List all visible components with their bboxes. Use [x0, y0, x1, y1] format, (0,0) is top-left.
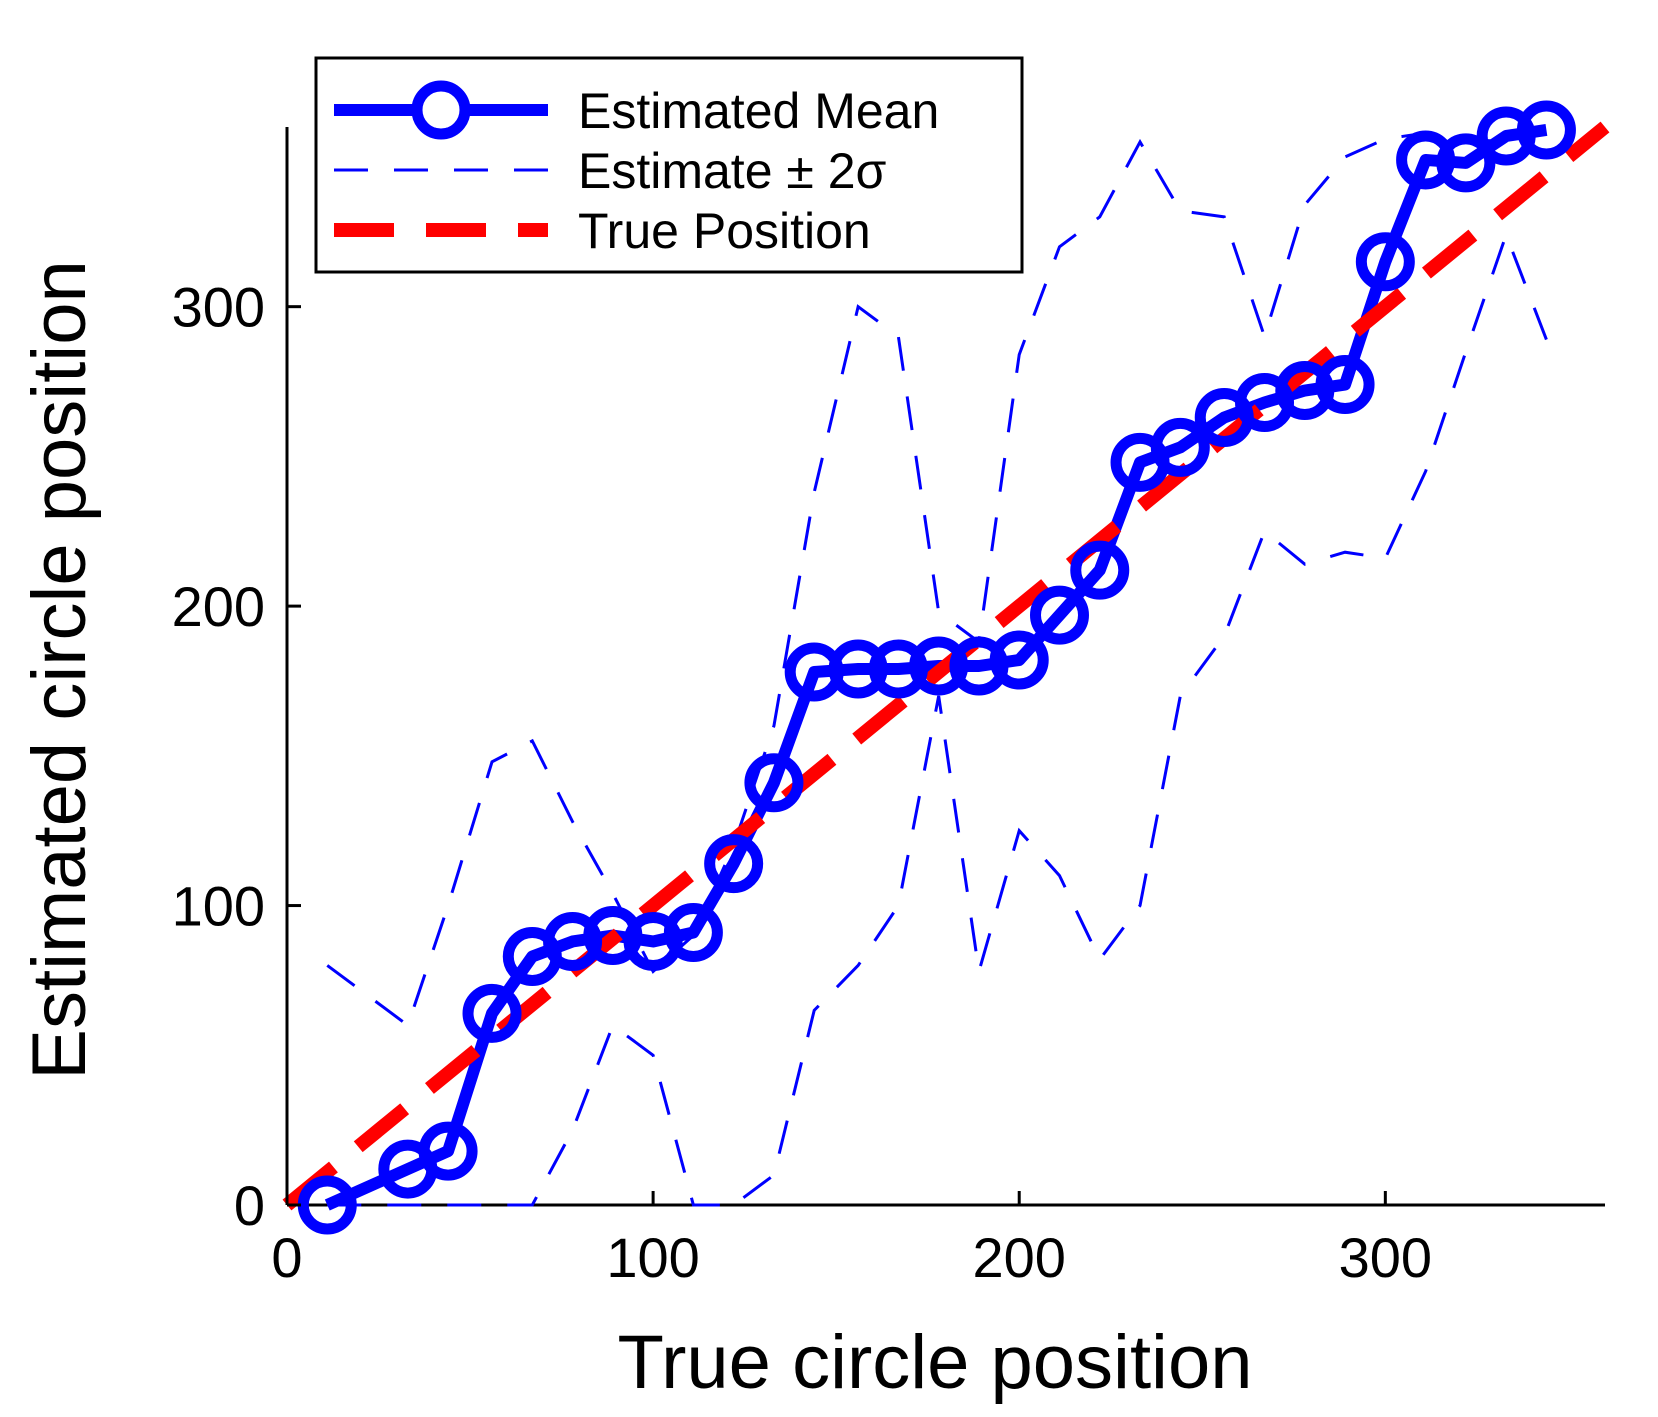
mean-point	[297, 1175, 357, 1235]
ticks: 0 100 200 300 0 100 200 300	[172, 276, 1432, 1289]
mean-point	[909, 636, 969, 696]
mean-point	[462, 983, 522, 1043]
series-layer	[282, 100, 1610, 1235]
x-tick-label: 200	[973, 1226, 1066, 1289]
mean-point	[1516, 100, 1576, 160]
true-position-line	[282, 121, 1610, 1211]
mean-point	[1150, 417, 1210, 477]
mean-point	[418, 1121, 478, 1181]
mean-point	[744, 753, 804, 813]
x-tick-label: 100	[606, 1226, 699, 1289]
mean-point	[949, 636, 1009, 696]
sigma-upper-line	[326, 131, 1547, 1028]
mean-point	[704, 834, 764, 894]
legend-label: Estimated Mean	[578, 83, 939, 139]
legend-label: Estimate ± 2σ	[578, 143, 887, 199]
sigma-lower-line	[327, 230, 1548, 1207]
mean-point	[828, 639, 888, 699]
mean-point	[1396, 130, 1456, 190]
mean-point	[1436, 133, 1496, 193]
mean-point	[868, 639, 928, 699]
y-tick-label: 300	[172, 276, 265, 339]
mean-point	[663, 903, 723, 963]
mean-point	[1275, 361, 1335, 421]
mean-point	[1070, 540, 1130, 600]
mean-point	[1315, 355, 1375, 415]
mean-point	[1476, 106, 1536, 166]
mean-point	[583, 906, 643, 965]
legend-label: True Position	[578, 203, 871, 259]
legend-mean-marker	[411, 80, 471, 140]
y-tick-label: 200	[172, 575, 265, 638]
y-tick-label: 0	[234, 1174, 265, 1237]
y-axis-title: Estimated circle position	[17, 260, 102, 1079]
mean-point	[1029, 585, 1089, 645]
mean-point	[1355, 232, 1415, 292]
x-axis-title: True circle position	[618, 1320, 1253, 1405]
x-tick-label: 300	[1339, 1226, 1432, 1289]
y-tick-label: 100	[172, 875, 265, 938]
x-tick-label: 0	[271, 1226, 302, 1289]
mean-point	[543, 911, 603, 971]
mean-point	[989, 630, 1049, 690]
